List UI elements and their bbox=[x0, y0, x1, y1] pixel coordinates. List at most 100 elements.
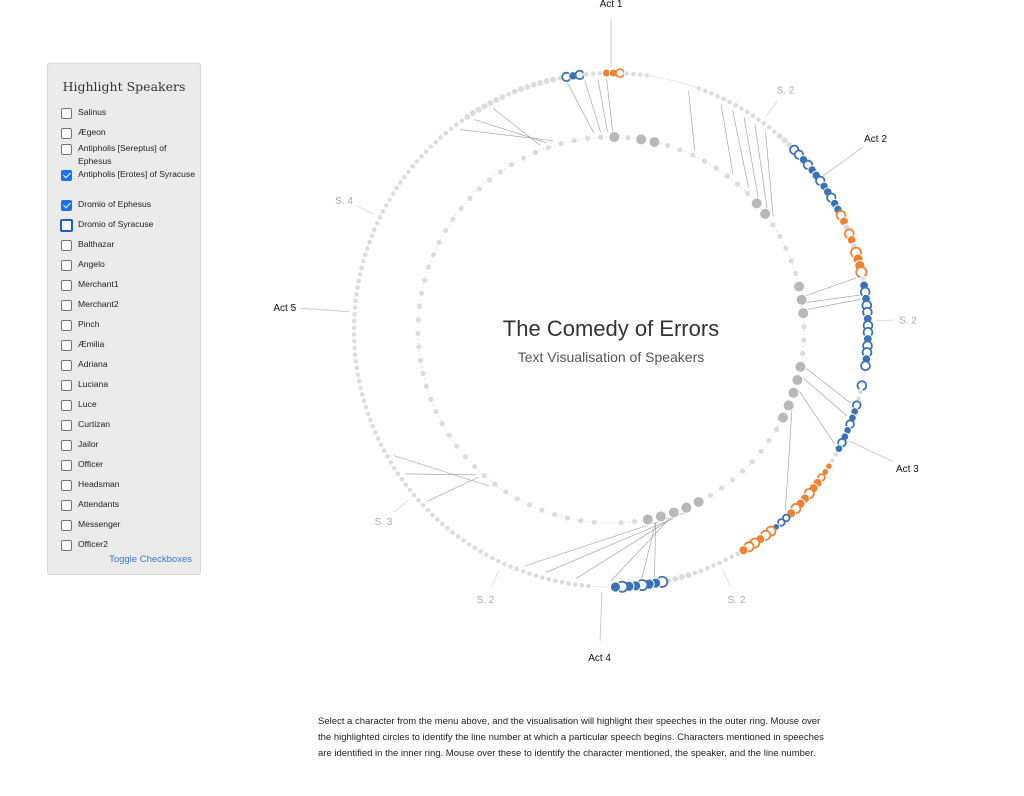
speech-circle[interactable] bbox=[738, 105, 745, 112]
speaker-checkbox[interactable] bbox=[61, 520, 72, 531]
speech-circle[interactable] bbox=[495, 557, 502, 565]
speech-circle[interactable] bbox=[398, 475, 406, 483]
speech-circle[interactable] bbox=[760, 120, 768, 127]
speech-circle[interactable] bbox=[384, 453, 391, 460]
speech-circle[interactable] bbox=[382, 202, 390, 209]
speech-circle[interactable] bbox=[358, 264, 365, 272]
speech-circle[interactable] bbox=[372, 429, 379, 436]
speech-circle[interactable] bbox=[529, 80, 538, 89]
speaker-checkbox[interactable] bbox=[61, 380, 72, 391]
speech-circle[interactable] bbox=[677, 573, 686, 582]
speech-circle[interactable] bbox=[415, 497, 422, 504]
speech-circle[interactable] bbox=[856, 380, 868, 391]
speech-circle[interactable] bbox=[609, 581, 622, 593]
speech-circle[interactable] bbox=[364, 410, 372, 417]
speech-circle[interactable] bbox=[771, 128, 778, 135]
speech-circle[interactable] bbox=[447, 125, 455, 133]
speech-circle[interactable] bbox=[437, 134, 444, 141]
speech-circle[interactable] bbox=[434, 516, 441, 523]
speech-circle[interactable] bbox=[671, 574, 680, 583]
speech-circle[interactable] bbox=[777, 518, 786, 527]
speech-circle[interactable] bbox=[355, 277, 363, 285]
speech-circle[interactable] bbox=[623, 70, 630, 77]
speech-circle[interactable] bbox=[583, 70, 590, 78]
speech-circle[interactable] bbox=[708, 90, 715, 97]
speech-circle[interactable] bbox=[695, 85, 703, 92]
speech-circle[interactable] bbox=[373, 220, 381, 227]
speaker-checkbox[interactable] bbox=[61, 480, 72, 491]
speech-circle[interactable] bbox=[526, 570, 533, 577]
speech-circle[interactable] bbox=[351, 304, 359, 311]
speech-circle[interactable] bbox=[444, 525, 451, 532]
speech-circle[interactable] bbox=[571, 581, 579, 588]
speech-circle[interactable] bbox=[358, 391, 366, 398]
speech-circle[interactable] bbox=[636, 71, 644, 78]
speech-circle[interactable] bbox=[734, 550, 741, 557]
speech-circle[interactable] bbox=[380, 447, 388, 454]
speech-circle[interactable] bbox=[401, 173, 408, 181]
speech-circle[interactable] bbox=[458, 117, 466, 125]
speech-circle[interactable] bbox=[596, 69, 604, 77]
speech-circle[interactable] bbox=[350, 337, 358, 345]
speech-circle[interactable] bbox=[354, 284, 361, 291]
speech-circle[interactable] bbox=[413, 158, 421, 165]
speech-circle[interactable] bbox=[782, 513, 791, 523]
speech-circle[interactable] bbox=[463, 112, 472, 121]
speech-circle[interactable] bbox=[394, 470, 402, 477]
speech-circle[interactable] bbox=[350, 324, 358, 332]
speaker-checkbox[interactable] bbox=[61, 200, 72, 211]
speech-circle[interactable] bbox=[355, 377, 363, 385]
speech-circle[interactable] bbox=[357, 384, 364, 392]
speaker-checkbox[interactable] bbox=[61, 300, 72, 311]
speech-circle[interactable] bbox=[578, 582, 586, 589]
toggle-checkboxes-link[interactable]: Toggle Checkboxes bbox=[109, 554, 192, 565]
speech-circle[interactable] bbox=[419, 501, 427, 509]
speech-circle[interactable] bbox=[409, 163, 416, 170]
speech-circle[interactable] bbox=[362, 404, 370, 411]
speech-circle[interactable] bbox=[406, 486, 414, 494]
speech-circle[interactable] bbox=[449, 529, 457, 536]
speaker-checkbox[interactable] bbox=[61, 500, 72, 511]
speaker-checkbox[interactable] bbox=[61, 320, 72, 331]
speech-circle[interactable] bbox=[722, 556, 729, 564]
speech-circle[interactable] bbox=[356, 271, 364, 278]
speech-circle[interactable] bbox=[552, 577, 559, 585]
speaker-checkbox[interactable] bbox=[60, 219, 73, 232]
speaker-checkbox[interactable] bbox=[61, 128, 72, 139]
speech-circle[interactable] bbox=[442, 129, 450, 137]
speech-circle[interactable] bbox=[855, 266, 868, 279]
speaker-checkbox[interactable] bbox=[61, 260, 72, 271]
speech-circle[interactable] bbox=[710, 562, 717, 569]
speech-circle[interactable] bbox=[354, 371, 362, 378]
speech-circle[interactable] bbox=[821, 468, 830, 476]
speech-circle[interactable] bbox=[480, 102, 489, 111]
speech-circle[interactable] bbox=[565, 580, 572, 587]
speech-circle[interactable] bbox=[351, 351, 359, 358]
speech-circle[interactable] bbox=[726, 98, 733, 106]
speaker-checkbox[interactable] bbox=[61, 400, 72, 411]
speech-circle[interactable] bbox=[545, 576, 553, 583]
speech-circle[interactable] bbox=[454, 533, 462, 540]
speech-circle[interactable] bbox=[505, 91, 512, 98]
speech-circle[interactable] bbox=[477, 548, 484, 555]
speech-circle[interactable] bbox=[755, 116, 762, 123]
speech-circle[interactable] bbox=[353, 364, 361, 372]
speech-circle[interactable] bbox=[513, 565, 521, 573]
speech-circle[interactable] bbox=[390, 464, 398, 472]
speech-circle[interactable] bbox=[574, 69, 585, 81]
speech-circle[interactable] bbox=[366, 238, 373, 246]
speech-circle[interactable] bbox=[684, 571, 693, 580]
speech-circle[interactable] bbox=[379, 208, 387, 215]
speech-circle[interactable] bbox=[471, 544, 479, 552]
speech-circle[interactable] bbox=[361, 251, 369, 259]
speech-circle[interactable] bbox=[489, 554, 496, 562]
speech-circle[interactable] bbox=[350, 317, 358, 325]
speech-circle[interactable] bbox=[418, 153, 425, 160]
speech-circle[interactable] bbox=[386, 196, 393, 203]
speech-circle[interactable] bbox=[732, 101, 739, 109]
speech-circle[interactable] bbox=[825, 462, 833, 471]
speech-circle[interactable] bbox=[439, 520, 446, 528]
speech-circle[interactable] bbox=[703, 565, 711, 572]
speech-circle[interactable] bbox=[351, 311, 358, 318]
speech-circle[interactable] bbox=[465, 541, 473, 548]
